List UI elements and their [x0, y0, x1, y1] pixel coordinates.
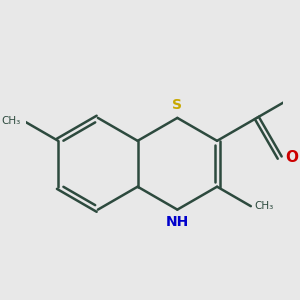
Text: NH: NH [166, 215, 189, 229]
Text: S: S [172, 98, 182, 112]
Text: CH₃: CH₃ [2, 116, 21, 126]
Text: CH₃: CH₃ [254, 201, 274, 211]
Text: O: O [285, 150, 298, 165]
